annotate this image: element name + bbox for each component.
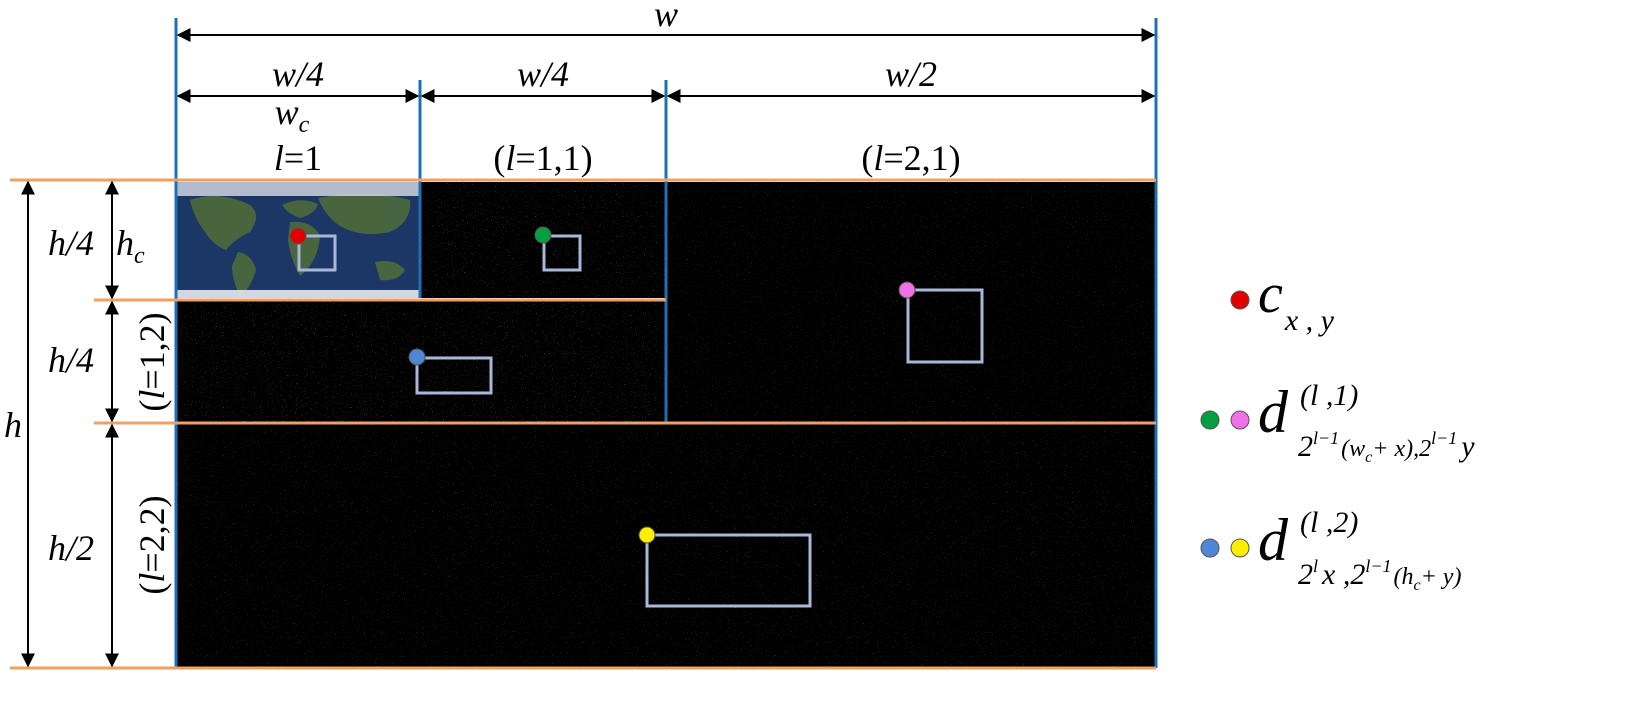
- legend-blue-dot: [1200, 538, 1220, 558]
- horizontal-guides: [10, 178, 1156, 670]
- label-w-half: w/2: [885, 54, 937, 94]
- region-box-l1-1: [542, 234, 582, 272]
- legend-pink-dot: [1230, 410, 1250, 430]
- point-d-l2-2-marker: [638, 526, 656, 544]
- region-box-l2-1: [906, 288, 984, 364]
- tile-label-l1-2: (l=1,2): [132, 312, 172, 411]
- tile-label-l2-2: (l=2,2): [132, 495, 172, 594]
- region-box-l2-2: [645, 533, 812, 608]
- detail-tile-l2-2: [176, 424, 1156, 668]
- tile-label-l2-1: (l=2,1): [861, 138, 960, 178]
- vertical-guides: [174, 18, 1158, 668]
- legend-d1-main: d: [1258, 379, 1289, 445]
- label-w-quarter-2: w/4: [517, 54, 569, 94]
- points: [289, 226, 916, 544]
- tile-label-approx: l=1: [274, 138, 322, 178]
- label-w-quarter-1: w/4: [272, 54, 324, 94]
- label-w: w: [654, 0, 678, 34]
- legend-d1-sup: (l ,1): [1300, 379, 1358, 412]
- region-box-approx: [297, 234, 337, 272]
- region-box-l1-2: [415, 356, 493, 395]
- label-h-quarter-1: h/4: [48, 223, 94, 263]
- label-h-quarter-2: h/4: [48, 340, 94, 380]
- point-d-l1-2-marker: [408, 348, 426, 366]
- tile-label-l1-1: (l=1,1): [493, 138, 592, 178]
- point-c-marker: [289, 227, 307, 245]
- region-boxes: [297, 234, 984, 608]
- label-wc: wc: [275, 92, 310, 138]
- dimension-arrows: [21, 28, 1156, 668]
- detail-tile-l2-1: [666, 182, 1156, 422]
- legend-yellow-dot: [1230, 538, 1250, 558]
- legend-d1-sub: 2l−1(wc+ x),2l−1 y: [1298, 428, 1475, 466]
- legend-c-text: cx , y: [1258, 263, 1335, 337]
- label-h-half: h/2: [48, 528, 94, 568]
- legend-d2-main: d: [1258, 507, 1289, 573]
- legend-d2-sup: (l ,2): [1300, 506, 1358, 539]
- label-hc: hc: [116, 223, 145, 269]
- approximation-tile: [176, 182, 420, 298]
- legend: cx , y d (l ,1) 2l−1(wc+ x),2l−1 y d (l ,…: [1200, 263, 1475, 594]
- legend-red-dot: [1230, 290, 1250, 310]
- point-d-l2-1-marker: [898, 281, 916, 299]
- legend-d2-sub: 2l x ,2l−1(hc+ y): [1298, 556, 1461, 594]
- legend-green-dot: [1200, 410, 1220, 430]
- point-d-l1-1-marker: [534, 226, 552, 244]
- label-h: h: [4, 405, 22, 445]
